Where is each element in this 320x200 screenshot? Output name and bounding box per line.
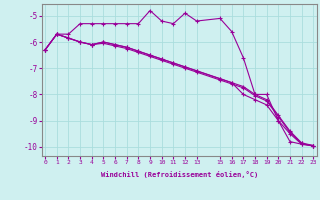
- X-axis label: Windchill (Refroidissement éolien,°C): Windchill (Refroidissement éolien,°C): [100, 171, 258, 178]
